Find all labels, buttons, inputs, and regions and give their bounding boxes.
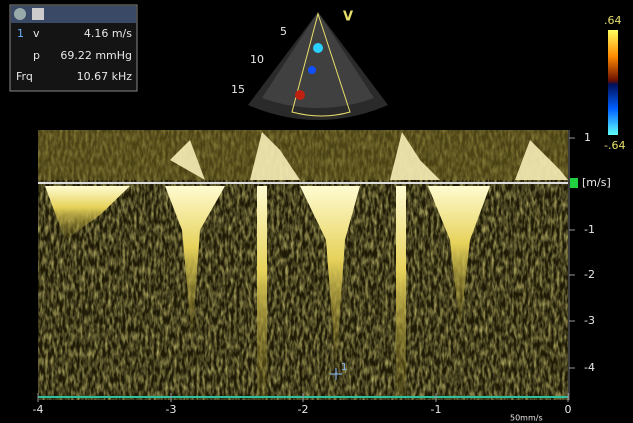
meas-label: v <box>33 27 40 40</box>
meas-label: Frq <box>16 70 33 83</box>
icon <box>14 8 26 20</box>
meas-label: p <box>33 49 40 62</box>
meas-value: 69.22 mmHg <box>60 49 132 62</box>
forward-band <box>38 130 568 180</box>
box-header <box>11 6 136 23</box>
reverse-flow <box>257 186 267 398</box>
color-bar <box>608 30 618 135</box>
measurement-box: 1 v 4.16 m/s p 69.22 mmHg Frq 10.67 kHz <box>10 5 137 91</box>
time-label: -1 <box>431 403 442 416</box>
sweep-speed: 50mm/s <box>510 414 543 423</box>
time-label: -3 <box>166 403 177 416</box>
meas-value: 10.67 kHz <box>77 70 133 83</box>
time-label: -2 <box>298 403 309 416</box>
spectral-display: 1 <box>38 130 569 400</box>
flow <box>295 90 305 100</box>
cursor-label: 1 <box>341 362 347 373</box>
velocity-label: -2 <box>584 268 595 281</box>
time-label: 0 <box>565 403 572 416</box>
mode-label: V <box>343 10 353 25</box>
ultrasound-screen: 1 v 4.16 m/s p 69.22 mmHg Frq 10.67 kHz … <box>0 0 633 423</box>
flow <box>313 43 323 53</box>
time-label: -4 <box>33 403 44 416</box>
baseline-marker <box>570 178 578 188</box>
velocity-label: -3 <box>584 314 595 327</box>
velocity-label: -4 <box>584 361 595 374</box>
color-bar-bottom: -.64 <box>604 139 625 152</box>
velocity-unit: [m/s] <box>582 176 611 189</box>
reverse-flow <box>396 186 406 398</box>
icon <box>32 8 44 20</box>
color-bar-top: .64 <box>604 14 622 27</box>
depth-label: 10 <box>250 53 264 66</box>
meas-index: 1 <box>17 27 24 40</box>
velocity-label: -1 <box>584 223 595 236</box>
depth-label: 5 <box>280 25 287 38</box>
depth-label: 15 <box>231 83 245 96</box>
meas-value: 4.16 m/s <box>84 27 132 40</box>
flow <box>308 66 316 74</box>
velocity-label: 1 <box>584 131 591 144</box>
